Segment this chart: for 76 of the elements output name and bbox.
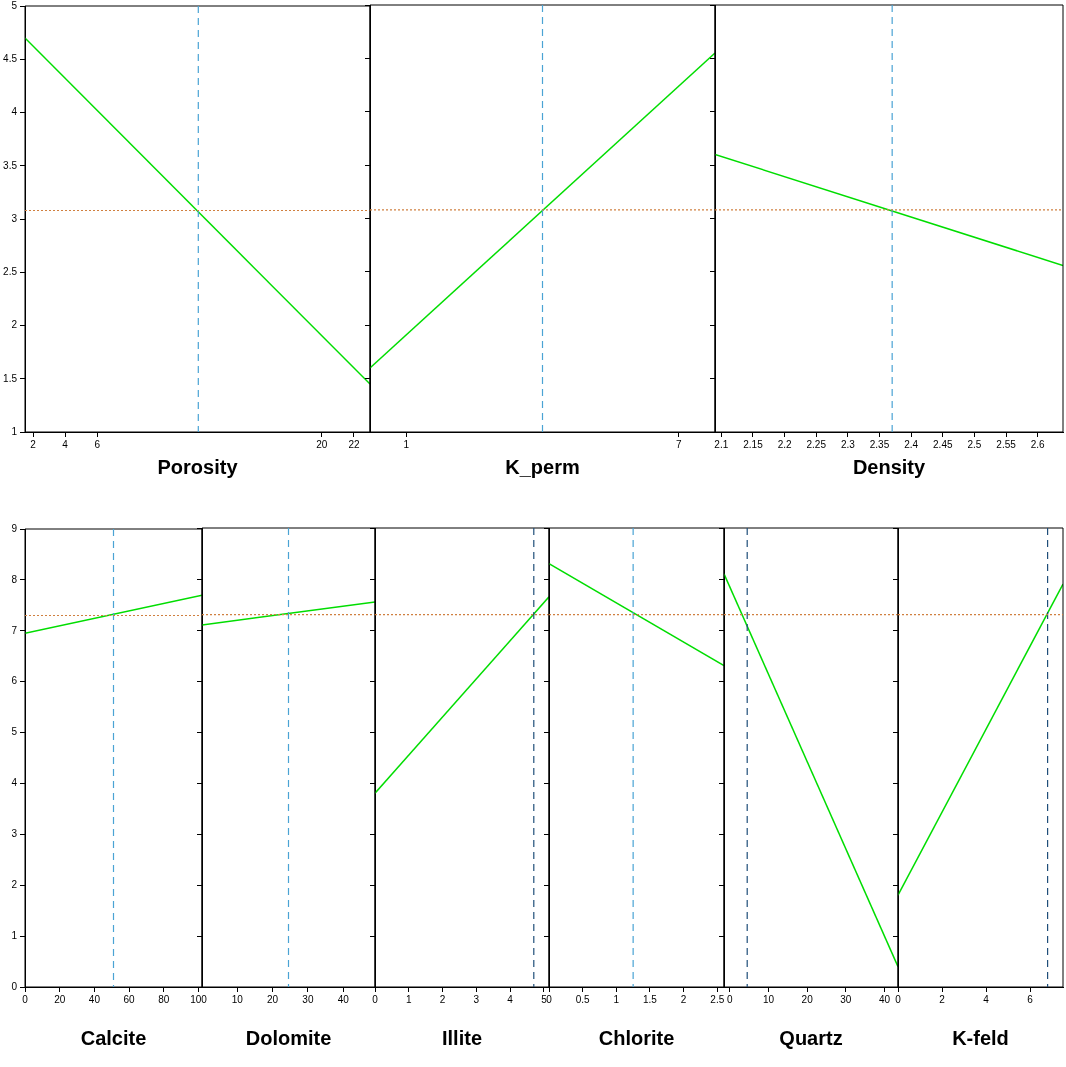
x-tick-label: 1.5 (643, 993, 658, 1005)
x-tick-label: 1 (403, 438, 410, 450)
y-tick-label: 4.5 (3, 53, 18, 64)
y-tick-label: 5 (11, 0, 18, 11)
y-tick-label: 2 (11, 878, 18, 890)
y-tick-label: 1 (11, 425, 18, 437)
x-tick-label: 0 (546, 993, 553, 1005)
x-tick-label: 7 (675, 438, 682, 450)
x-tick-label: 40 (878, 993, 891, 1005)
x-tick-label: 2.2 (777, 438, 792, 450)
x-tick-label: 100 (190, 993, 208, 1005)
x-tick-label: 10 (762, 993, 775, 1005)
y-tick-label: 4 (11, 106, 18, 118)
x-tick-label: 2.3 (840, 438, 856, 450)
y-tick-label: 9 (11, 522, 18, 534)
x-tick-label: 2.55 (996, 438, 1017, 450)
x-tick-label: 2 (30, 438, 37, 450)
x-axis-title: Density (852, 455, 926, 478)
y-tick-label: 1.5 (3, 372, 18, 384)
y-tick-label: 3 (11, 212, 18, 224)
x-tick-label: 20 (801, 993, 814, 1005)
x-tick-label: 22 (348, 438, 360, 450)
x-tick-label: 10 (231, 993, 244, 1005)
x-tick-label: 2.1 (714, 438, 729, 450)
x-tick-label: 40 (337, 993, 350, 1005)
x-tick-label: 2.15 (743, 438, 764, 450)
x-tick-label: 80 (158, 993, 170, 1005)
x-tick-label: 4 (983, 993, 990, 1005)
x-tick-label: 2.5 (967, 438, 982, 450)
x-tick-label: 2.4 (904, 438, 919, 450)
x-tick-label: 60 (123, 993, 136, 1005)
y-tick-label: 7 (11, 624, 18, 636)
y-tick-label: 3.5 (3, 159, 18, 171)
x-tick-label: 2.25 (806, 438, 827, 450)
y-tick-label: 4 (11, 777, 18, 789)
y-tick-label: 2.5 (3, 266, 18, 277)
x-axis-title: Quartz (779, 1026, 843, 1049)
y-tick-label: 6 (11, 675, 18, 687)
x-tick-label: 2 (439, 993, 446, 1005)
x-tick-label: 4 (62, 438, 69, 450)
x-axis-title: Porosity (157, 455, 239, 478)
x-tick-label: 30 (840, 993, 852, 1005)
y-tick-label: 5 (11, 726, 18, 738)
y-tick-label: 2 (11, 319, 18, 331)
x-tick-label: 1 (613, 993, 620, 1005)
y-tick-label: 0 (11, 980, 18, 992)
x-tick-label: 2.45 (933, 438, 953, 450)
x-axis-title: Chlorite (598, 1026, 675, 1049)
x-tick-label: 0 (727, 993, 734, 1005)
y-tick-label: 1 (11, 929, 18, 941)
x-tick-label: 20 (316, 438, 328, 450)
x-axis-title: Illite (441, 1026, 483, 1049)
x-tick-label: 20 (54, 993, 66, 1005)
y-tick-label: 3 (11, 828, 18, 840)
x-tick-label: 6 (1027, 993, 1034, 1005)
x-tick-label: 2.5 (710, 993, 725, 1005)
x-tick-label: 40 (88, 993, 101, 1005)
x-tick-label: 2.6 (1030, 438, 1046, 450)
x-tick-label: 30 (302, 993, 314, 1005)
x-tick-label: 0.5 (575, 993, 591, 1005)
x-axis-title: K_perm (505, 455, 580, 478)
x-tick-label: 2 (939, 993, 946, 1005)
x-tick-label: 6 (94, 438, 101, 450)
x-axis-title: Dolomite (245, 1026, 332, 1049)
x-axis-title: K-feld (952, 1026, 1009, 1049)
y-tick-label: 8 (11, 573, 18, 585)
x-tick-label: 2 (680, 993, 687, 1005)
x-tick-label: 3 (473, 993, 480, 1005)
x-tick-label: 4 (507, 993, 514, 1005)
x-tick-label: 0 (22, 993, 29, 1005)
x-tick-label: 0 (895, 993, 902, 1005)
x-tick-label: 2.35 (869, 438, 890, 450)
x-tick-label: 1 (406, 993, 413, 1005)
x-axis-title: Calcite (80, 1026, 147, 1049)
x-tick-label: 0 (372, 993, 379, 1005)
x-tick-label: 20 (267, 993, 279, 1005)
